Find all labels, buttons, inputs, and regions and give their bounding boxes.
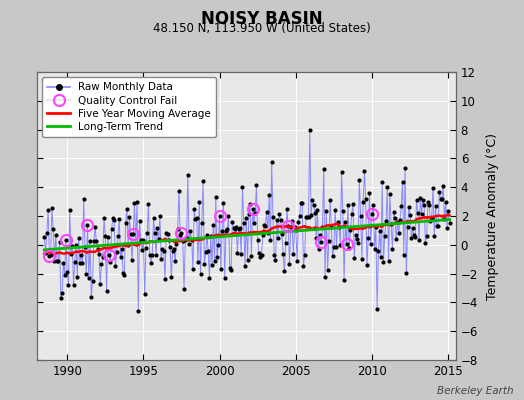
Text: Berkeley Earth: Berkeley Earth — [437, 386, 514, 396]
Text: NOISY BASIN: NOISY BASIN — [201, 10, 323, 28]
Text: 48.150 N, 113.950 W (United States): 48.150 N, 113.950 W (United States) — [153, 22, 371, 35]
Y-axis label: Temperature Anomaly (°C): Temperature Anomaly (°C) — [486, 132, 499, 300]
Legend: Raw Monthly Data, Quality Control Fail, Five Year Moving Average, Long-Term Tren: Raw Monthly Data, Quality Control Fail, … — [42, 77, 216, 137]
